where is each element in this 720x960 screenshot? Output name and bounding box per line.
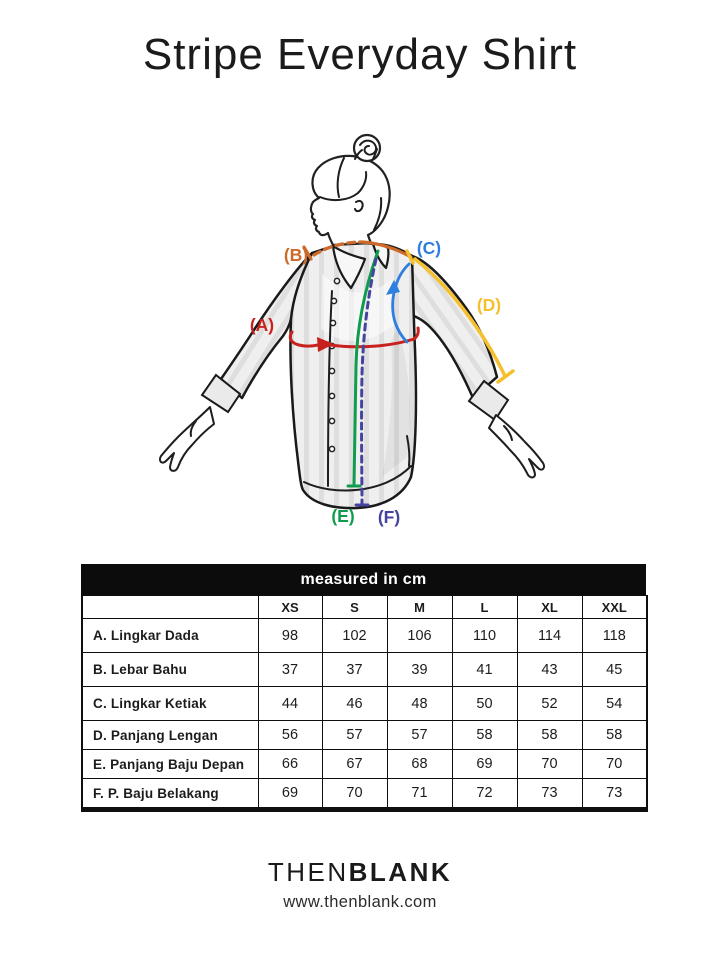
size-header-row: XS S M L XL XXL	[81, 595, 648, 619]
table-row: D. Panjang Lengan 56 57 57 58 58 58	[81, 720, 648, 750]
side-shade	[382, 327, 410, 477]
measurement-value: 67	[321, 749, 388, 779]
measurement-value: 57	[321, 720, 388, 750]
measure-a-chest: (A)	[250, 315, 420, 352]
measurement-value: 37	[257, 652, 323, 687]
side-slit	[406, 435, 411, 467]
size-column-header: XL	[516, 595, 583, 619]
ear	[354, 199, 364, 213]
empty-header-cell	[81, 595, 259, 619]
size-table: XS S M L XL XXL A. Lingkar Dada 98 102 1…	[81, 595, 648, 812]
size-column-header: XXL	[581, 595, 648, 619]
measurement-value: 71	[386, 778, 453, 810]
measurement-value: 43	[516, 652, 583, 687]
placket-line	[327, 290, 333, 487]
measurement-row-label: A. Lingkar Dada	[81, 618, 259, 653]
measurement-value: 69	[451, 749, 518, 779]
shirt-measurement-diagram: (A) (B) (C) (D) (E) (F)	[0, 115, 720, 547]
bun-spiral	[359, 139, 378, 156]
measurement-value: 106	[386, 618, 453, 653]
arrowhead-c	[386, 280, 400, 295]
label-d: (D)	[477, 295, 501, 315]
brand-logo: THENBLANK	[0, 857, 720, 888]
measurement-value: 54	[581, 686, 648, 721]
measurement-row-label: F. P. Baju Belakang	[81, 778, 259, 810]
measurement-row-label: D. Panjang Lengan	[81, 720, 259, 750]
measurement-value: 56	[257, 720, 323, 750]
size-column-header: M	[386, 595, 453, 619]
measurement-value: 66	[257, 749, 323, 779]
table-row: A. Lingkar Dada 98 102 106 110 114 118	[81, 618, 648, 653]
collar-left	[331, 244, 367, 290]
table-row: F. P. Baju Belakang 69 70 71 72 73 73	[81, 778, 648, 810]
page-title: Stripe Everyday Shirt	[142, 30, 578, 79]
chest-highlight	[321, 273, 394, 342]
measurement-value: 102	[321, 618, 388, 653]
right-hand	[488, 414, 546, 479]
measurement-row-label: B. Lebar Bahu	[81, 652, 259, 687]
head-profile	[309, 154, 391, 247]
label-f: (F)	[378, 507, 400, 527]
measurement-value: 41	[451, 652, 518, 687]
measurement-value: 68	[386, 749, 453, 779]
measurement-value: 72	[451, 778, 518, 810]
brand-logo-then: THEN	[267, 857, 349, 887]
measurement-value: 70	[321, 778, 388, 810]
measurement-value: 73	[581, 778, 648, 810]
hairline-sweep	[319, 171, 368, 202]
footer: THENBLANK www.thenblank.com	[0, 857, 720, 912]
measurement-value: 98	[257, 618, 323, 653]
hair-strand-back	[373, 197, 383, 231]
table-caption: measured in cm	[81, 564, 646, 595]
label-a: (A)	[250, 315, 274, 335]
measurement-value: 52	[516, 686, 583, 721]
size-column-header: XS	[257, 595, 323, 619]
right-sleeve	[404, 254, 499, 400]
measure-e-front-length: (E)	[331, 249, 380, 526]
measurement-value: 44	[257, 686, 323, 721]
size-table-section: measured in cm XS S M L XL XXL A. Lingka…	[81, 564, 648, 812]
measurement-value: 39	[386, 652, 453, 687]
measurement-value: 50	[451, 686, 518, 721]
measurement-value: 73	[516, 778, 583, 810]
table-row: C. Lingkar Ketiak 44 46 48 50 52 54	[81, 686, 648, 721]
measurement-value: 45	[581, 652, 648, 687]
left-thumb-line	[189, 420, 197, 437]
measurement-value: 58	[581, 720, 648, 750]
table-row: E. Panjang Baju Depan 66 67 68 69 70 70	[81, 749, 648, 779]
measurement-row-label: E. Panjang Baju Depan	[81, 749, 259, 779]
measurement-value: 58	[451, 720, 518, 750]
label-c: (C)	[417, 238, 441, 258]
hem-line	[303, 465, 412, 492]
left-cuff	[200, 373, 242, 414]
measure-c-armhole: (C)	[386, 238, 441, 344]
measurement-value: 57	[386, 720, 453, 750]
right-thumb-line	[503, 425, 513, 441]
brand-logo-blank: BLANK	[348, 857, 453, 887]
left-hand	[158, 406, 215, 472]
measurement-value: 110	[451, 618, 518, 653]
label-e: (E)	[331, 506, 354, 526]
measurement-value: 58	[516, 720, 583, 750]
table-row: B. Lebar Bahu 37 37 39 41 43 45	[81, 652, 648, 687]
shirt-illustration: (A) (B) (C) (D) (E) (F)	[158, 133, 546, 527]
hair-strand-front	[336, 157, 345, 198]
measure-d-sleeve: (D)	[405, 249, 515, 384]
measurement-value: 70	[581, 749, 648, 779]
measurement-value: 37	[321, 652, 388, 687]
measurement-value: 48	[386, 686, 453, 721]
measurement-value: 46	[321, 686, 388, 721]
arrowhead-a	[317, 337, 334, 352]
measurement-value: 69	[257, 778, 323, 810]
label-b: (B)	[284, 245, 308, 265]
measurement-value: 114	[516, 618, 583, 653]
website-url: www.thenblank.com	[283, 893, 437, 911]
size-column-header: L	[451, 595, 518, 619]
measure-f-back-length: (F)	[354, 257, 400, 527]
bun-strands	[354, 148, 378, 160]
size-column-header: S	[321, 595, 388, 619]
measurement-value: 118	[581, 618, 648, 653]
measurement-row-label: C. Lingkar Ketiak	[81, 686, 259, 721]
measurement-value: 70	[516, 749, 583, 779]
